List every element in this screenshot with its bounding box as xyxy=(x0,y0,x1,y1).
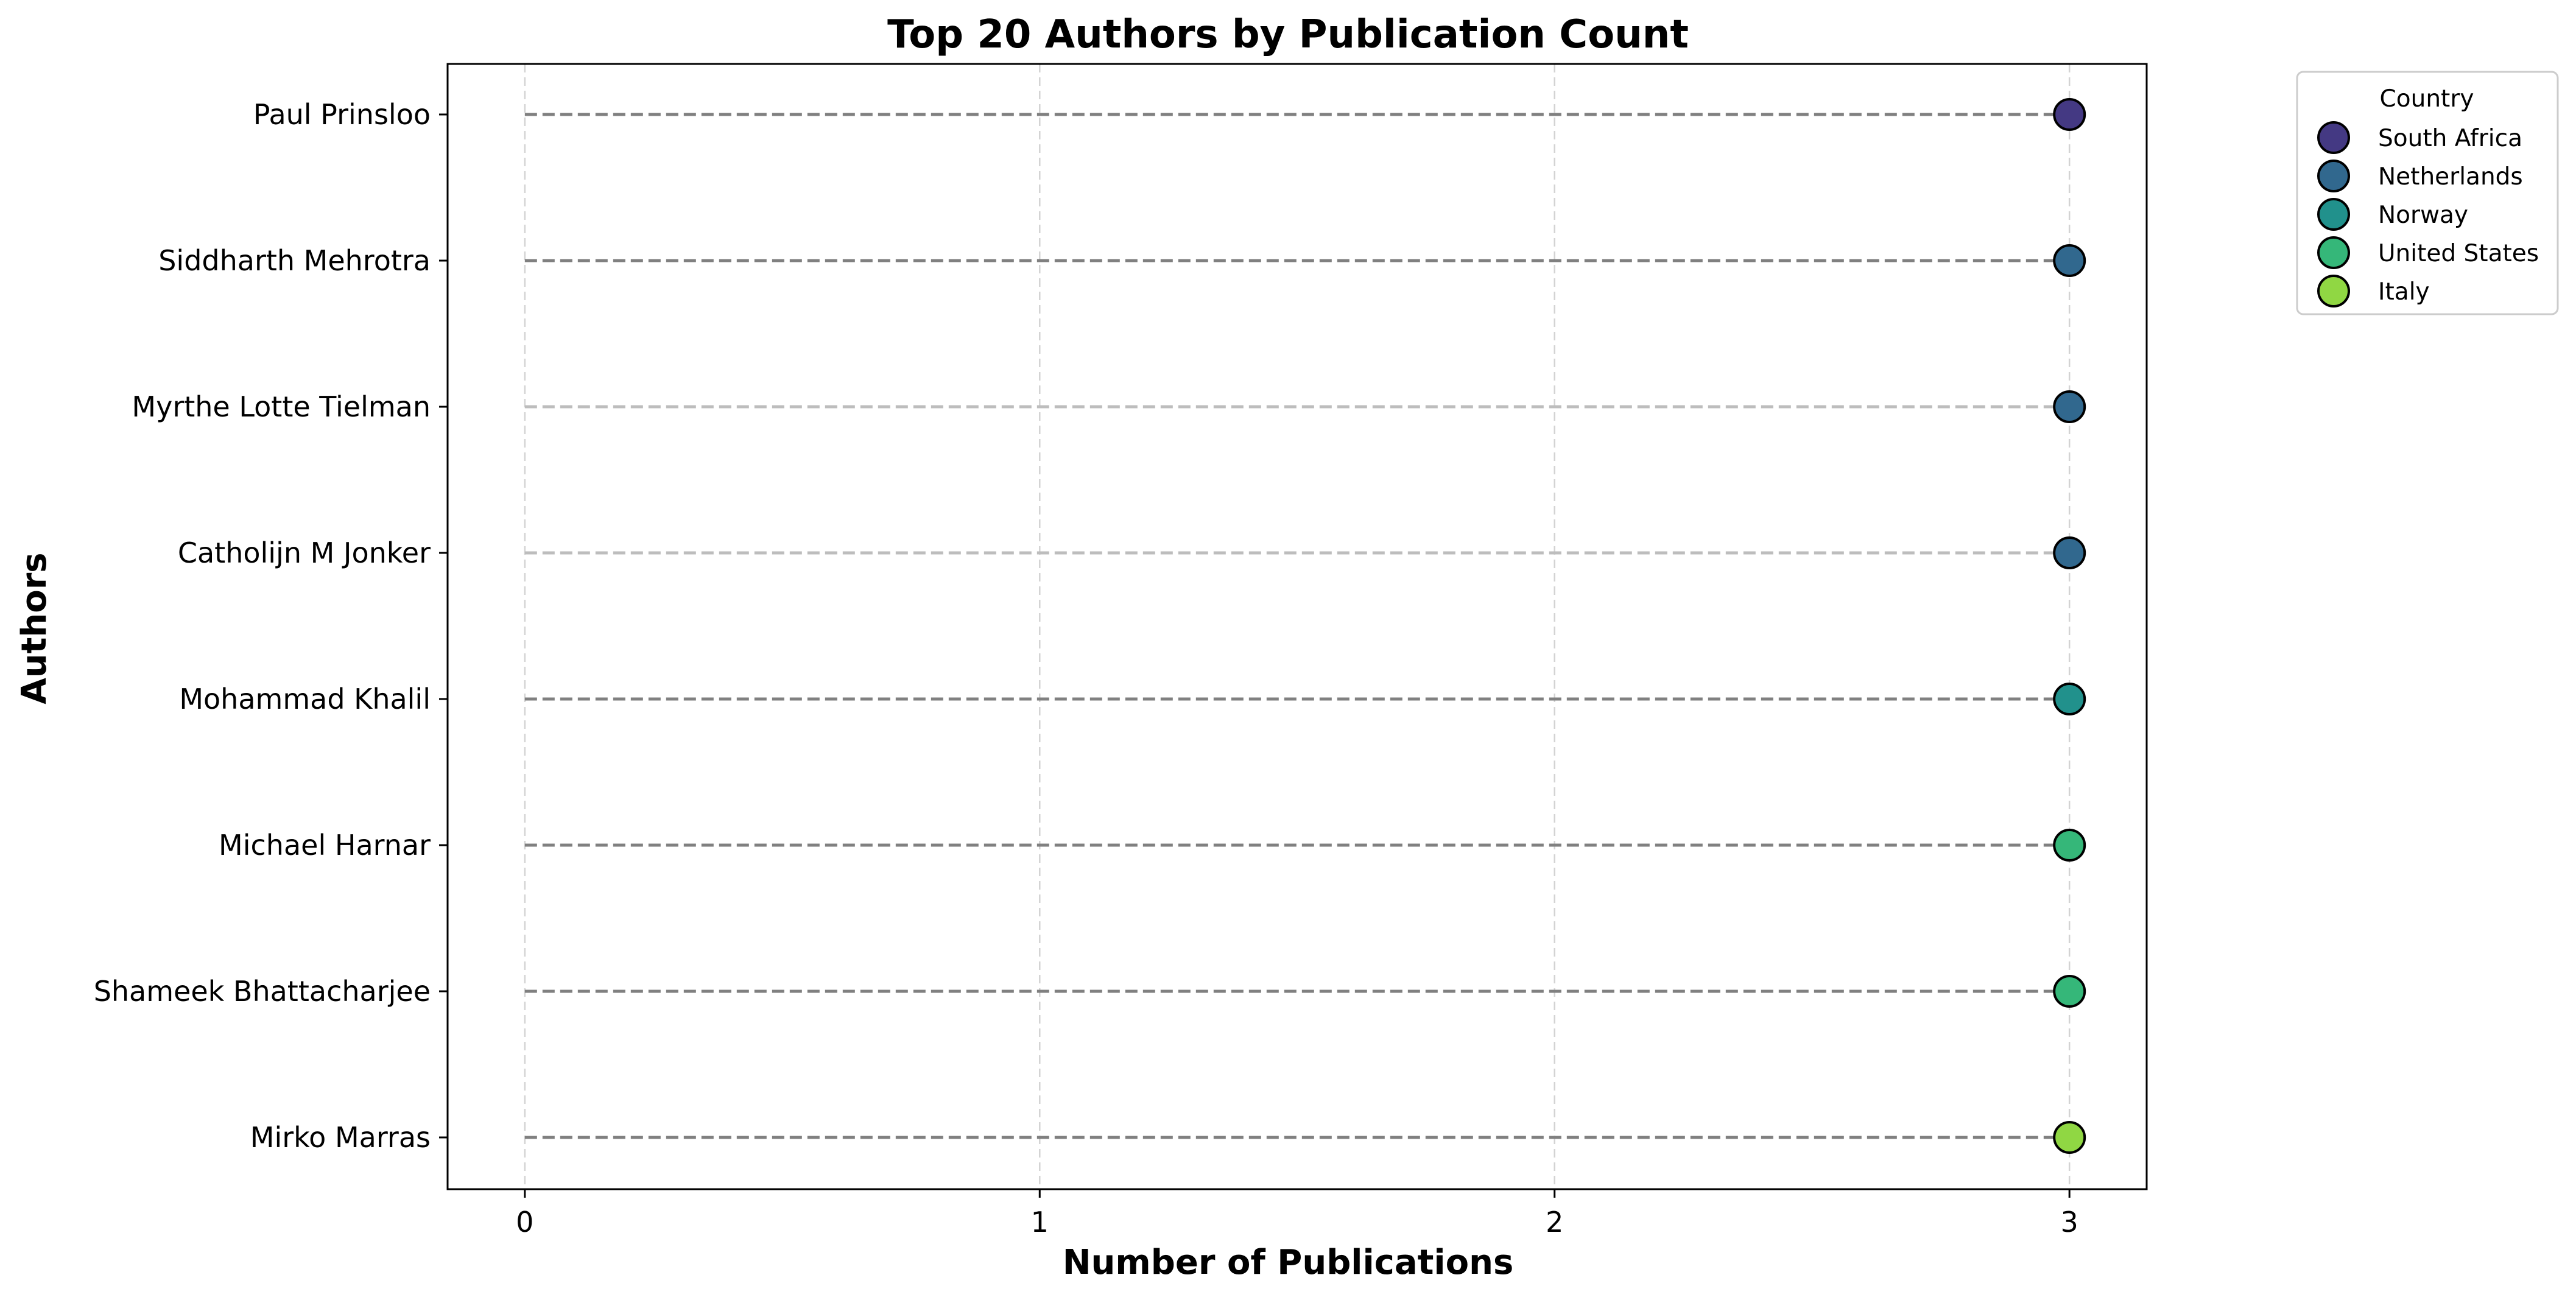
y-tick-label: Catholijn M Jonker xyxy=(178,536,431,569)
chart-title: Top 20 Authors by Publication Count xyxy=(887,12,1689,57)
x-tick-label: 2 xyxy=(1546,1206,1563,1239)
legend-title: Country xyxy=(2380,85,2474,113)
x-tick-label: 3 xyxy=(2061,1206,2078,1239)
x-axis-ticks: 0 1 2 3 xyxy=(516,1189,2078,1239)
legend-marker xyxy=(2317,275,2350,307)
points xyxy=(2053,98,2086,1154)
y-axis-ticks: Paul Prinsloo Siddharth Mehrotra Myrthe Lo… xyxy=(94,98,448,1154)
data-point xyxy=(2053,829,2086,862)
legend-entries: South Africa Netherlands Norway United Stat… xyxy=(2317,121,2539,307)
legend-marker xyxy=(2317,121,2350,154)
y-tick-label: Paul Prinsloo xyxy=(253,98,431,131)
y-tick-label: Myrthe Lotte Tielman xyxy=(132,390,431,423)
plot-area-frame xyxy=(446,63,2148,1190)
y-tick-label: Mirko Marras xyxy=(250,1121,431,1154)
y-tick-label: Mohammad Khalil xyxy=(179,683,431,715)
legend-label: Italy xyxy=(2378,278,2430,306)
legend-marker xyxy=(2317,160,2350,192)
y-tick-label: Siddharth Mehrotra xyxy=(158,244,431,277)
y-tick-label: Michael Harnar xyxy=(219,829,431,862)
legend: Country South Africa Netherlands Norway Uni… xyxy=(2296,71,2559,315)
legend-marker xyxy=(2317,198,2350,231)
legend-label: South Africa xyxy=(2378,125,2522,152)
legend-label: United States xyxy=(2378,240,2539,267)
x-tick-label: 1 xyxy=(1031,1206,1049,1239)
stems xyxy=(524,113,2070,1139)
data-point xyxy=(2053,683,2086,715)
data-point xyxy=(2053,244,2086,277)
data-point xyxy=(2053,536,2086,569)
legend-box xyxy=(2296,71,2559,315)
legend-label: Netherlands xyxy=(2378,163,2523,191)
x-axis-label: Number of Publications xyxy=(1063,1243,1514,1282)
data-point xyxy=(2053,390,2086,423)
y-tick-label: Shameek Bhattacharjee xyxy=(94,975,431,1008)
x-tick-label: 0 xyxy=(516,1206,533,1239)
legend-label: Norway xyxy=(2378,202,2468,229)
legend-marker xyxy=(2317,236,2350,269)
data-point xyxy=(2053,975,2086,1008)
y-axis-label: Authors xyxy=(15,552,54,704)
data-point xyxy=(2053,98,2086,131)
data-point xyxy=(2053,1121,2086,1154)
